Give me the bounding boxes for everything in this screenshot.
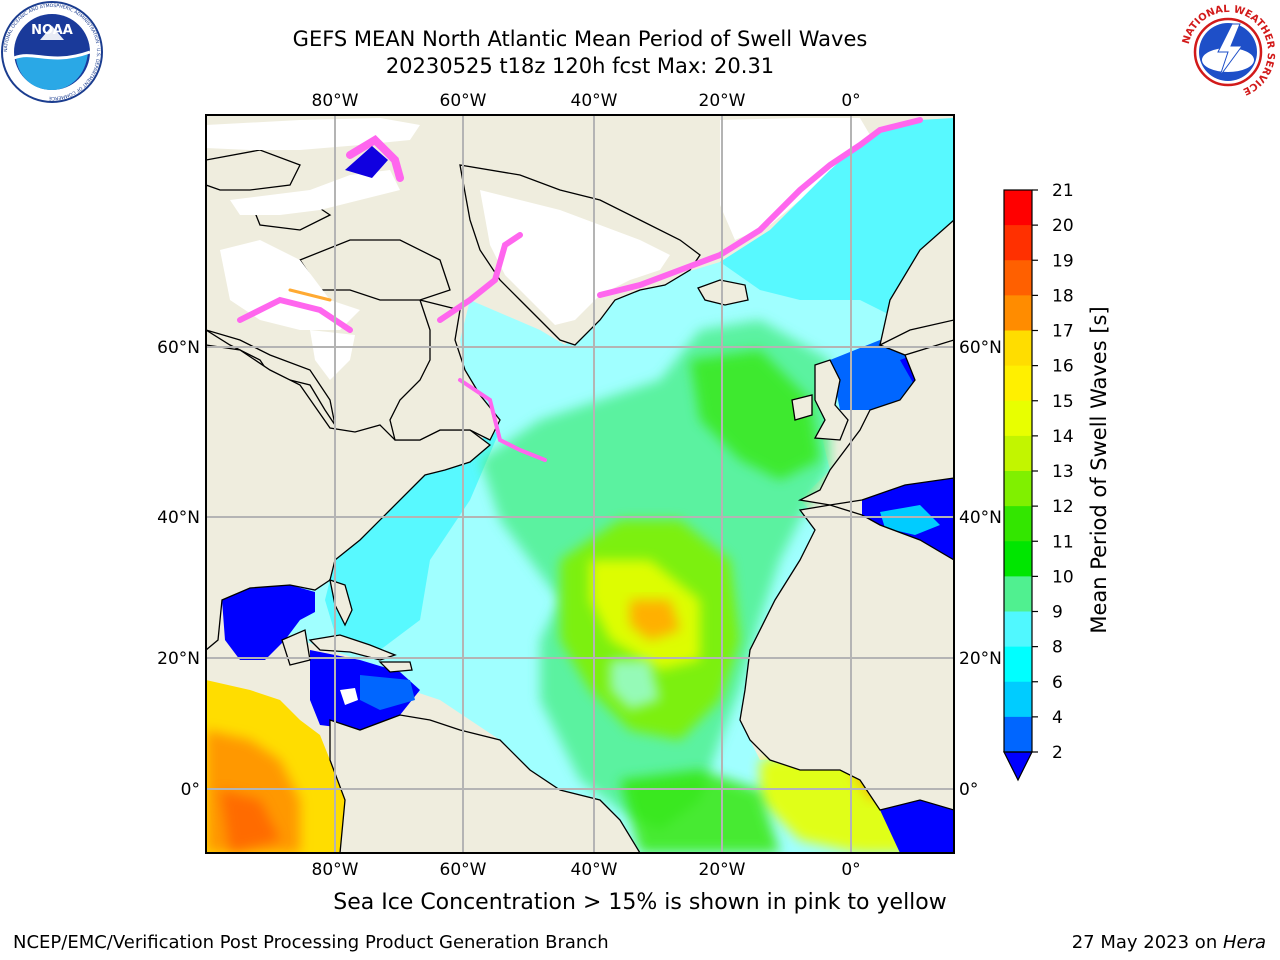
lon-label-bottom: 60°W xyxy=(440,860,487,880)
colorbar-ticks: 21 20 19 18 17 16 15 14 13 12 11 10 9 8 6 4 2 xyxy=(1032,181,1074,763)
colorbar-tick-label: 21 xyxy=(1052,181,1074,201)
colorbar-tick-label: 16 xyxy=(1052,357,1074,377)
nws-logo: NATIONAL WEATHER SERVICE xyxy=(1180,4,1276,100)
colorbar-tick-label: 12 xyxy=(1052,497,1074,517)
map-area xyxy=(206,115,954,853)
colorbar-tick-label: 2 xyxy=(1052,743,1063,763)
colorbar-band xyxy=(1004,365,1032,402)
colorbar-band xyxy=(1004,506,1032,542)
lon-label-bottom: 0° xyxy=(841,860,860,880)
colorbar-band xyxy=(1004,295,1032,331)
colorbar-band xyxy=(1004,190,1032,226)
lon-labels-bottom: 80°W 60°W 40°W 20°W 0° xyxy=(312,860,861,880)
colorbar-band xyxy=(1004,576,1032,612)
colorbar-band xyxy=(1004,330,1032,367)
lon-label-top: 60°W xyxy=(440,91,487,111)
lon-label-top: 40°W xyxy=(571,91,618,111)
lon-label-top: 80°W xyxy=(312,91,359,111)
noaa-logo: NOAA NATIONAL OCEANIC AND ATMOSPHERIC AD… xyxy=(1,1,103,103)
colorbar-tick-label: 15 xyxy=(1052,392,1074,412)
lon-label-top: 20°W xyxy=(699,91,746,111)
colorbar-band xyxy=(1004,681,1032,718)
lon-label-bottom: 40°W xyxy=(571,860,618,880)
colorbar-band xyxy=(1004,611,1032,648)
graticule xyxy=(206,115,954,853)
colorbar-tick-label: 11 xyxy=(1052,532,1074,552)
lat-labels-left: 60°N 40°N 20°N 0° xyxy=(157,338,200,800)
footer-host: Hera xyxy=(1222,932,1266,953)
colorbar-bands xyxy=(1003,189,1033,782)
footer-date: 27 May 2023 on Hera xyxy=(1072,932,1266,953)
colorbar-tick-label: 4 xyxy=(1052,708,1063,728)
sea-ice-note: Sea Ice Concentration > 15% is shown in … xyxy=(333,890,947,915)
colorbar-extend-arrow xyxy=(1003,751,1033,782)
map-title: GEFS MEAN North Atlantic Mean Period of … xyxy=(292,27,868,51)
colorbar: 21 20 19 18 17 16 15 14 13 12 11 10 9 8 6 4 2 Mean Perio… xyxy=(1003,181,1111,782)
lat-label-right: 60°N xyxy=(959,338,1002,358)
noaa-logo-label: NOAA xyxy=(31,23,73,38)
colorbar-tick-label: 20 xyxy=(1052,216,1074,236)
lat-label-right: 40°N xyxy=(959,508,1002,528)
lon-label-top: 0° xyxy=(841,91,860,111)
colorbar-tick-label: 19 xyxy=(1052,251,1074,271)
colorbar-band xyxy=(1004,400,1032,437)
sea-ice-edges xyxy=(237,117,923,462)
footer-date-text: 27 May 2023 on xyxy=(1071,932,1223,953)
map-frame xyxy=(205,114,955,854)
colorbar-band xyxy=(1004,716,1032,753)
lat-labels-right: 60°N 40°N 20°N 0° xyxy=(959,338,1002,800)
colorbar-label: Mean Period of Swell Waves [s] xyxy=(1087,306,1111,633)
lon-label-bottom: 20°W xyxy=(699,860,746,880)
colorbar-tick-label: 18 xyxy=(1052,286,1074,306)
colorbar-tick-label: 8 xyxy=(1052,638,1063,658)
colorbar-tick-label: 17 xyxy=(1052,322,1074,342)
colorbar-tick-label: 9 xyxy=(1052,603,1063,623)
lat-label-right: 0° xyxy=(959,780,978,800)
land-masses xyxy=(206,149,954,853)
lon-label-bottom: 80°W xyxy=(312,860,359,880)
colorbar-band xyxy=(1004,225,1032,261)
colorbar-tick-label: 14 xyxy=(1052,427,1074,447)
colorbar-tick-label: 10 xyxy=(1052,567,1074,587)
lat-label-left: 60°N xyxy=(157,338,200,358)
colorbar-tick-label: 13 xyxy=(1052,462,1074,482)
colorbar-tick-label: 6 xyxy=(1052,673,1063,693)
lat-label-right: 20°N xyxy=(959,649,1002,669)
footer-credit: NCEP/EMC/Verification Post Processing Pr… xyxy=(13,932,609,953)
lat-label-left: 40°N xyxy=(157,508,200,528)
lat-label-left: 20°N xyxy=(157,649,200,669)
lon-labels-top: 80°W 60°W 40°W 20°W 0° xyxy=(312,91,861,111)
sea-ice-core xyxy=(345,146,388,178)
map-subtitle: 20230525 t18z 120h fcst Max: 20.31 xyxy=(385,54,775,78)
lat-label-left: 0° xyxy=(181,780,200,800)
colorbar-band xyxy=(1004,541,1032,577)
colorbar-band xyxy=(1004,471,1032,507)
colorbar-band xyxy=(1004,646,1032,683)
colorbar-band xyxy=(1004,435,1032,472)
colorbar-band xyxy=(1004,260,1032,296)
